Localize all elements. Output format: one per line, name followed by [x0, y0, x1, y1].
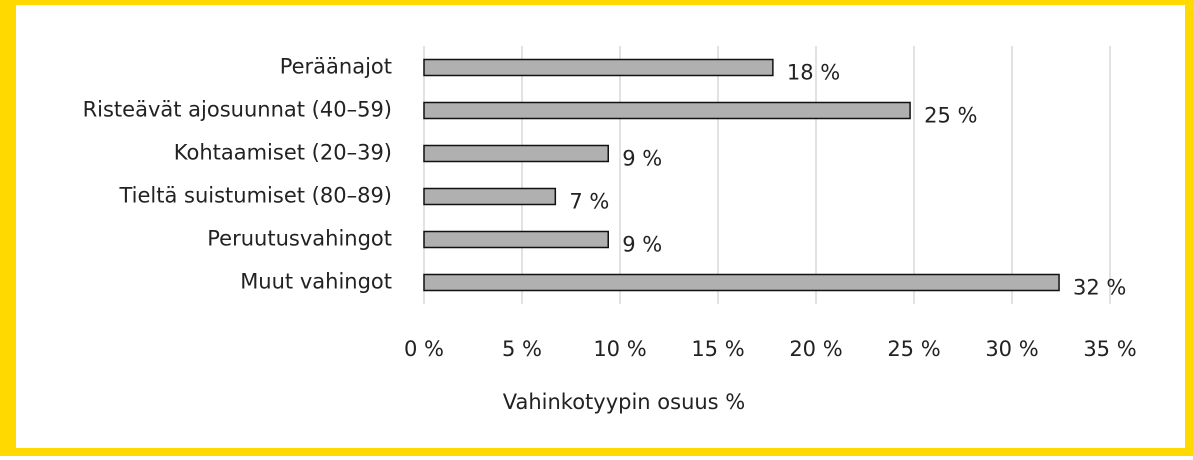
x-tick-label: 35 %	[1083, 337, 1136, 361]
x-tick-label: 25 %	[887, 337, 940, 361]
bar	[423, 101, 911, 120]
bar	[423, 144, 609, 163]
y-tick-label: Peruutusvahingot	[207, 227, 392, 251]
bar	[423, 230, 609, 249]
data-label: 9 %	[622, 233, 662, 257]
y-tick-label: Tieltä suistumiset (80–89)	[118, 184, 392, 208]
data-label: 18 %	[787, 61, 840, 85]
y-tick-label: Peräänajot	[280, 55, 392, 79]
bar	[423, 273, 1060, 292]
x-tick-label: 0 %	[404, 337, 444, 361]
plot-background	[16, 5, 1185, 448]
x-axis-title: Vahinkotyypin osuus %	[503, 390, 746, 414]
y-tick-label: Muut vahingot	[240, 270, 392, 294]
data-label: 9 %	[622, 147, 662, 171]
y-tick-label: Risteävät ajosuunnat (40–59)	[83, 98, 392, 122]
data-label: 7 %	[569, 190, 609, 214]
bar	[423, 187, 557, 206]
x-tick-label: 20 %	[789, 337, 842, 361]
data-label: 32 %	[1073, 276, 1126, 300]
bar	[423, 58, 774, 77]
y-tick-label: Kohtaamiset (20–39)	[174, 141, 392, 165]
x-tick-label: 10 %	[593, 337, 646, 361]
x-tick-label: 15 %	[691, 337, 744, 361]
x-tick-label: 5 %	[502, 337, 542, 361]
data-label: 25 %	[924, 104, 977, 128]
x-tick-label: 30 %	[985, 337, 1038, 361]
